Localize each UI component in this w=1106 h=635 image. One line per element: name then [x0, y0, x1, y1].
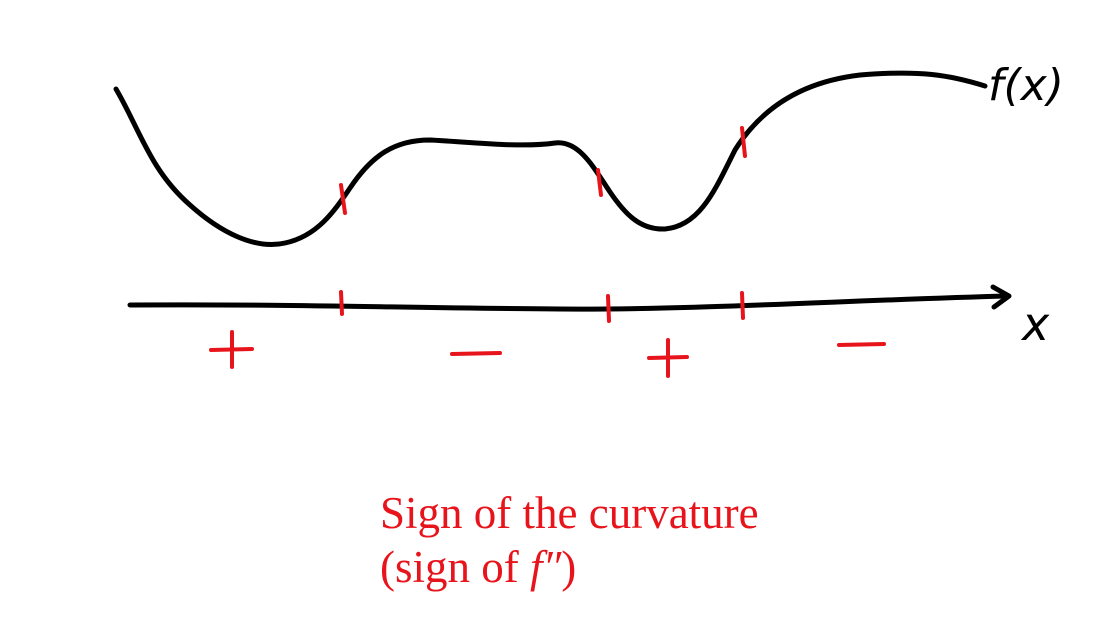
caption-line-2-suffix: ) [561, 542, 577, 592]
x-axis-arrowhead [990, 284, 1012, 310]
caption-line-1: Sign of the curvature [380, 488, 759, 538]
curve-inflection-tick-2 [596, 168, 603, 197]
axis-label: x [1020, 297, 1050, 351]
axis-tick-3 [740, 291, 745, 320]
curve-inflection-tick-3 [740, 126, 747, 158]
sign-minus-1 [450, 351, 502, 356]
caption-line-2: (sign of f″) [380, 540, 759, 594]
curve-inflection-tick-1 [339, 183, 347, 215]
caption: Sign of the curvature (sign of f″) [380, 486, 759, 594]
caption-math-f-double-prime: f″ [530, 542, 562, 592]
x-axis [127, 293, 1011, 312]
axis-tick-2 [606, 294, 611, 323]
sign-plus-2 [647, 338, 689, 378]
caption-line-2-prefix: (sign of [380, 542, 530, 592]
axis-tick-1 [339, 290, 344, 316]
function-label: f(x) [988, 60, 1064, 111]
function-curve [113, 70, 988, 247]
sign-minus-2 [837, 342, 886, 347]
sign-plus-1 [209, 330, 254, 369]
sign-value-4: − [0, 0, 1, 1]
